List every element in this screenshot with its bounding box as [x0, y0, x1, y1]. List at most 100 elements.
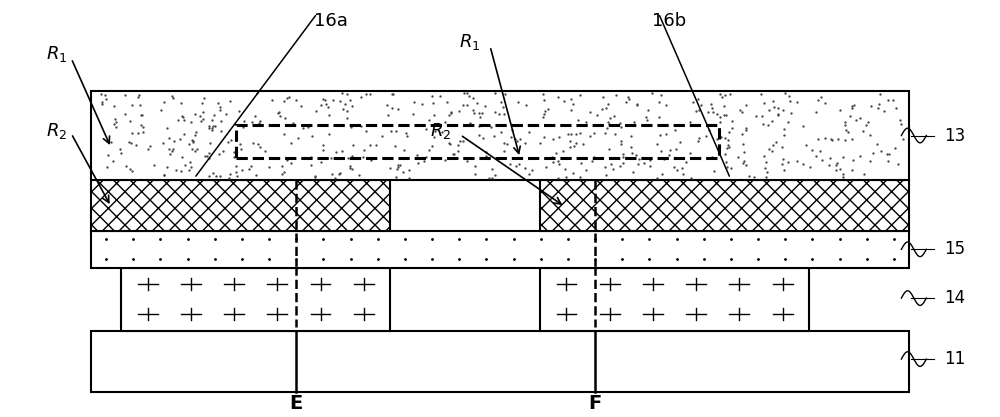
Point [628, 151, 644, 158]
Point [112, 146, 128, 152]
Point [756, 99, 772, 106]
Point [776, 132, 792, 138]
Point [730, 154, 746, 161]
Point [208, 173, 224, 180]
Point [318, 101, 334, 108]
Point [704, 105, 720, 111]
Point [244, 118, 260, 125]
Point [201, 125, 217, 131]
Point [401, 167, 417, 173]
Text: $R_1$: $R_1$ [46, 44, 67, 64]
Point [486, 133, 502, 140]
Point [105, 157, 121, 164]
Point [220, 138, 236, 145]
Point [465, 95, 481, 101]
Point [187, 111, 203, 118]
Point [337, 100, 353, 107]
Point [682, 119, 698, 126]
Point [487, 171, 503, 178]
Bar [540, 180, 909, 231]
Point [757, 164, 773, 171]
Point [649, 175, 665, 181]
Point [734, 109, 750, 116]
Point [339, 114, 355, 121]
Point [795, 161, 811, 167]
Point [388, 174, 404, 181]
Point [133, 122, 149, 128]
Point [735, 141, 751, 147]
Point [304, 133, 320, 140]
Point [196, 95, 212, 102]
Point [156, 98, 172, 105]
Point [776, 167, 792, 174]
Point [204, 117, 220, 124]
Point [426, 111, 442, 118]
Point [467, 171, 483, 177]
Point [108, 124, 124, 131]
Point [461, 93, 477, 100]
Point [601, 121, 617, 128]
Point [535, 90, 551, 97]
Point [620, 93, 636, 100]
Point [307, 173, 323, 180]
Point [202, 139, 218, 146]
Point [724, 125, 740, 131]
Point [603, 161, 619, 167]
Point [204, 124, 220, 131]
Point [478, 153, 494, 160]
Text: 11: 11 [944, 350, 965, 368]
Point [674, 165, 690, 171]
Point [390, 162, 406, 169]
Point [303, 153, 319, 160]
Point [177, 162, 193, 168]
Point [691, 107, 707, 113]
Point [362, 141, 378, 148]
Point [598, 105, 614, 111]
Point [578, 118, 594, 125]
Point [252, 143, 268, 150]
Point [247, 113, 263, 120]
Point [325, 97, 341, 103]
Point [194, 100, 210, 106]
Point [165, 146, 181, 153]
Point [510, 99, 526, 106]
Point [545, 136, 561, 143]
Point [135, 129, 151, 136]
Point [108, 119, 124, 126]
Point [467, 163, 483, 169]
Point [748, 112, 764, 119]
Point [765, 141, 781, 148]
Point [507, 136, 523, 143]
Point [279, 157, 295, 163]
Point [661, 151, 677, 158]
Point [714, 93, 730, 100]
Point [226, 148, 242, 155]
Point [315, 147, 331, 153]
Point [817, 100, 833, 106]
Point [353, 93, 369, 100]
Point [655, 154, 671, 161]
Point [780, 118, 796, 125]
Point [719, 164, 735, 171]
Point [241, 166, 257, 172]
Point [451, 107, 467, 114]
Point [709, 136, 725, 142]
Point [315, 95, 331, 102]
Point [264, 97, 280, 104]
Point [185, 138, 201, 144]
Point [248, 171, 264, 178]
Point [270, 110, 286, 116]
Point [427, 128, 443, 134]
Point [873, 148, 889, 154]
Point [474, 110, 490, 116]
Point [586, 154, 602, 161]
Point [759, 168, 775, 175]
Point [871, 100, 887, 107]
Point [535, 113, 551, 120]
Point [766, 104, 782, 111]
Point [295, 125, 311, 131]
Point [164, 148, 180, 154]
Point [612, 120, 628, 126]
Point [103, 139, 119, 146]
Point [626, 118, 642, 125]
